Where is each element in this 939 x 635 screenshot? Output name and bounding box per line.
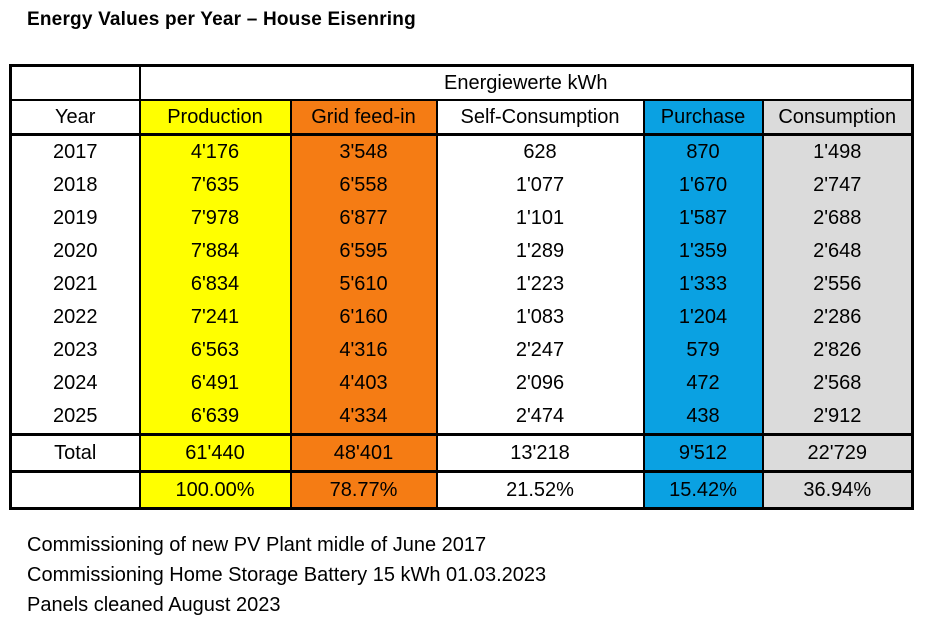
- cell: 7'241: [138, 301, 292, 334]
- cell: 6'558: [289, 169, 438, 202]
- cell: 2'747: [761, 169, 914, 202]
- cell: 6'595: [289, 235, 438, 268]
- table-row-2019: 2019 7'978 6'877 1'101 1'587 2'688: [9, 202, 914, 235]
- col-header-grid-feed-in: Grid feed-in: [289, 99, 438, 136]
- cell: 48'401: [289, 433, 438, 473]
- cell: 2'474: [435, 400, 645, 435]
- cell: 2'096: [435, 367, 645, 400]
- table-row-2022: 2022 7'241 6'160 1'083 1'204 2'286: [9, 301, 914, 334]
- table-row-2020: 2020 7'884 6'595 1'289 1'359 2'648: [9, 235, 914, 268]
- cell: 9'512: [642, 433, 764, 473]
- note-line-1: Commissioning of new PV Plant midle of J…: [27, 534, 487, 556]
- col-header-year: Year: [9, 99, 141, 136]
- cell: 2'826: [761, 334, 914, 367]
- cell: 6'563: [138, 334, 292, 367]
- notes: Commissioning of new PV Plant midle of J…: [27, 530, 546, 620]
- cell: 1'077: [435, 169, 645, 202]
- col-header-consumption: Consumption: [761, 99, 914, 136]
- group-header-cell: Energiewerte kWh: [138, 64, 914, 101]
- cell: 21.52%: [435, 470, 645, 510]
- cell: 2023: [9, 334, 141, 367]
- cell: 15.42%: [642, 470, 764, 510]
- cell: 100.00%: [138, 470, 292, 510]
- cell: 2'648: [761, 235, 914, 268]
- energy-table: Energiewerte kWh Year Production Grid fe…: [9, 64, 914, 510]
- corner-empty-cell: [9, 64, 141, 101]
- note-line-2: Commissioning Home Storage Battery 15 kW…: [27, 564, 547, 586]
- cell: 2'688: [761, 202, 914, 235]
- cell: 1'204: [642, 301, 764, 334]
- table-row-2021: 2021 6'834 5'610 1'223 1'333 2'556: [9, 268, 914, 301]
- cell: 2020: [9, 235, 141, 268]
- cell: 2'912: [761, 400, 914, 435]
- cell: 6'877: [289, 202, 438, 235]
- cell: 1'498: [761, 134, 914, 169]
- energy-table-body: 2017 4'176 3'548 628 870 1'498 2018 7'635 6'558 1…: [9, 134, 914, 510]
- cell: 2021: [9, 268, 141, 301]
- table-row-2023: 2023 6'563 4'316 2'247 579 2'826: [9, 334, 914, 367]
- cell: 2'556: [761, 268, 914, 301]
- column-header-row: Year Production Grid feed-in Self-Consum…: [9, 99, 914, 136]
- cell: 6'160: [289, 301, 438, 334]
- cell: 7'884: [138, 235, 292, 268]
- cell: 870: [642, 134, 764, 169]
- cell: 7'978: [138, 202, 292, 235]
- cell: 1'587: [642, 202, 764, 235]
- cell: 579: [642, 334, 764, 367]
- cell: [9, 470, 141, 510]
- cell: 4'176: [138, 134, 292, 169]
- cell: 1'101: [435, 202, 645, 235]
- cell: 628: [435, 134, 645, 169]
- cell: 2'286: [761, 301, 914, 334]
- cell: 6'834: [138, 268, 292, 301]
- col-header-self-consumption: Self-Consumption: [435, 99, 645, 136]
- col-header-purchase: Purchase: [642, 99, 764, 136]
- cell: 4'316: [289, 334, 438, 367]
- cell: 1'359: [642, 235, 764, 268]
- cell: 22'729: [761, 433, 914, 473]
- cell: Total: [9, 433, 141, 473]
- cell: 61'440: [138, 433, 292, 473]
- cell: 7'635: [138, 169, 292, 202]
- cell: 438: [642, 400, 764, 435]
- cell: 472: [642, 367, 764, 400]
- page-title: Energy Values per Year – House Eisenring: [27, 9, 416, 30]
- cell: 1'289: [435, 235, 645, 268]
- cell: 2'568: [761, 367, 914, 400]
- cell: 5'610: [289, 268, 438, 301]
- cell: 2022: [9, 301, 141, 334]
- cell: 6'639: [138, 400, 292, 435]
- cell: 2'247: [435, 334, 645, 367]
- cell: 2017: [9, 134, 141, 169]
- group-header-row: Energiewerte kWh: [9, 64, 914, 101]
- cell: 13'218: [435, 433, 645, 473]
- table-row-Total: Total 61'440 48'401 13'218 9'512 22'729: [9, 433, 914, 473]
- cell: 2018: [9, 169, 141, 202]
- table-row-2017: 2017 4'176 3'548 628 870 1'498: [9, 134, 914, 169]
- cell: 1'670: [642, 169, 764, 202]
- cell: 2019: [9, 202, 141, 235]
- cell: 2025: [9, 400, 141, 435]
- note-line-3: Panels cleaned August 2023: [27, 594, 281, 616]
- cell: 3'548: [289, 134, 438, 169]
- cell: 1'333: [642, 268, 764, 301]
- table-row-2024: 2024 6'491 4'403 2'096 472 2'568: [9, 367, 914, 400]
- cell: 6'491: [138, 367, 292, 400]
- col-header-production: Production: [138, 99, 292, 136]
- cell: 1'083: [435, 301, 645, 334]
- table-row-2018: 2018 7'635 6'558 1'077 1'670 2'747: [9, 169, 914, 202]
- cell: 2024: [9, 367, 141, 400]
- table-row-percent: 100.00% 78.77% 21.52% 15.42% 36.94%: [9, 470, 914, 510]
- table-row-2025: 2025 6'639 4'334 2'474 438 2'912: [9, 400, 914, 435]
- cell: 36.94%: [761, 470, 914, 510]
- cell: 1'223: [435, 268, 645, 301]
- cell: 4'334: [289, 400, 438, 435]
- cell: 4'403: [289, 367, 438, 400]
- cell: 78.77%: [289, 470, 438, 510]
